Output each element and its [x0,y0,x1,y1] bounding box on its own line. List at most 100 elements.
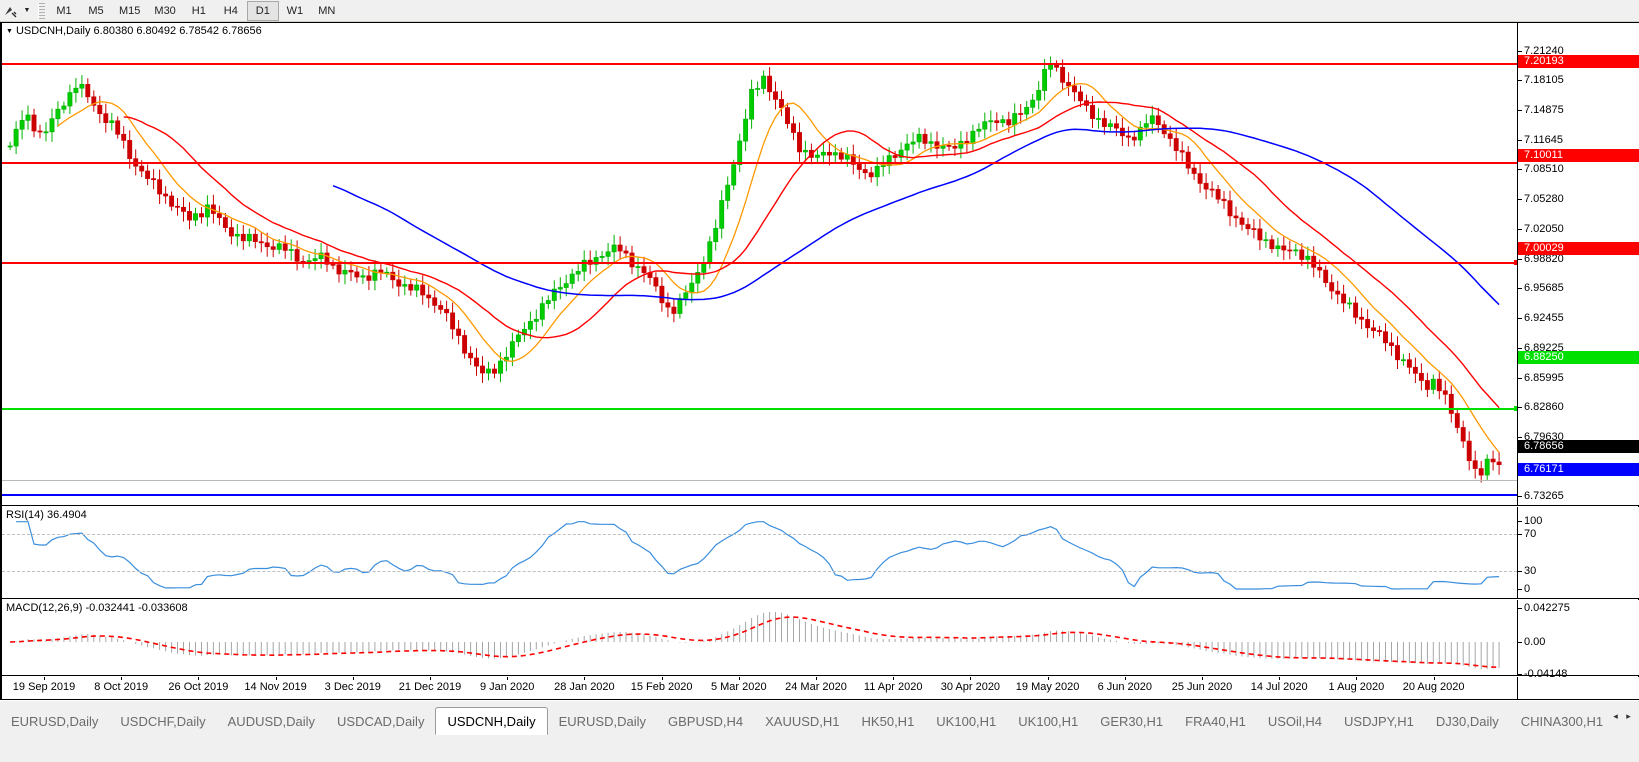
price-tag-green[interactable]: 6.88250 [1518,351,1639,364]
date-tick [816,677,817,680]
timeframe-button-m15[interactable]: M15 [119,4,141,17]
macd-tick: 0.042275 [1518,602,1639,615]
date-tick [584,677,586,680]
timeframe-button-m30[interactable]: M30 [154,4,176,17]
price-tick: 7.11645 [1518,134,1639,147]
price-tick: 6.92455 [1518,312,1639,325]
chart-tab-eurusd-daily[interactable]: EURUSD,Daily [11,713,99,729]
price-plot[interactable]: ▼ USDCNH,Daily 6.80380 6.80492 6.78542 6.… [2,23,1517,505]
cursor-crosshair-icon[interactable] [0,1,20,21]
support-line-blue[interactable] [2,494,1517,496]
date-label: 9 Jan 2020 [479,681,535,693]
chart-tab-usdchf-daily[interactable]: USDCHF,Daily [120,713,206,729]
date-tick [1202,677,1203,680]
chevron-down-icon[interactable]: ▼ [23,7,31,14]
chart-tab-china300-h1[interactable]: CHINA300,H1 [1520,713,1604,729]
price-tag-red[interactable]: 7.10011 [1518,149,1639,163]
chart-area[interactable]: ▼ USDCNH,Daily 6.80380 6.80492 6.78542 6.… [0,22,1639,700]
chart-tab-hk50-h1[interactable]: HK50,H1 [861,713,915,729]
collapse-icon[interactable]: ▼ [6,27,13,35]
date-axis-corner [1517,677,1639,699]
rsi-level-70 [2,534,1517,535]
timeframe-button-h4[interactable]: H4 [223,4,238,17]
date-label: 21 Dec 2019 [398,681,462,693]
price-tick: 6.85995 [1518,372,1639,385]
chart-tab-audusd-daily[interactable]: AUDUSD,Daily [227,713,316,729]
resistance-line-3[interactable] [2,260,1517,265]
toolbar-grip[interactable] [38,2,45,19]
tab-prev-icon[interactable]: ◂ [1613,710,1618,721]
chart-tab-strip[interactable]: EURUSD,Daily USDCHF,Daily AUDUSD,Daily USDC… [0,707,1609,735]
date-label: 19 Sep 2019 [12,681,76,693]
price-tag-black[interactable]: 6.78656 [1518,439,1639,453]
date-label: 1 Aug 2020 [1328,681,1385,693]
date-label: 20 Aug 2020 [1402,681,1465,693]
chart-tab-fra40-h1[interactable]: FRA40,H1 [1185,713,1246,729]
chart-tab-uk100-h1[interactable]: UK100,H1 [936,713,997,729]
chart-tab-gbpusd-h4[interactable]: GBPUSD,H4 [667,713,744,729]
timeframe-button-m5[interactable]: M5 [88,4,104,17]
timeframe-button-m1[interactable]: M1 [56,4,72,17]
date-label: 5 Mar 2020 [710,681,767,693]
price-tick: 6.82860 [1518,401,1639,414]
date-tick [1433,677,1435,680]
chart-tab-usdcnh-daily[interactable]: USDCNH,Daily [435,707,548,735]
macd-scale: 0.042275 0.00 -0.04148 [1517,600,1639,680]
timeframe-button-w1[interactable]: W1 [286,4,304,17]
macd-pane[interactable]: MACD(12,26,9) -0.032441 -0.033608 0.0422… [2,600,1639,680]
date-tick [661,677,663,680]
date-tick [1356,677,1358,680]
date-tick [970,677,972,680]
date-tick [738,677,740,680]
rsi-line [16,521,1500,590]
price-tick: 6.95685 [1518,282,1639,295]
price-tag-red[interactable]: 7.00029 [1518,241,1639,255]
price-tick: 6.73265 [1518,490,1639,503]
timeframe-button-h1[interactable]: H1 [191,4,206,17]
price-tick: 6.89225 [1518,342,1639,355]
date-label: 26 Oct 2019 [168,681,229,693]
date-tick [352,677,354,680]
rsi-pane[interactable]: RSI(14) 36.4904 100 70 30 0 [2,507,1639,599]
date-label: 25 Jun 2020 [1171,681,1233,693]
timeframe-button-d1[interactable]: D1 [246,0,279,21]
rsi-level-30 [2,571,1517,572]
date-label: 11 Apr 2020 [863,681,923,693]
chart-tab-ger30-h1[interactable]: GER30,H1 [1100,713,1164,729]
resistance-line-1[interactable] [2,63,1517,65]
chart-tab-bar[interactable]: EURUSD,Daily USDCHF,Daily AUDUSD,Daily USDC… [0,700,1639,762]
date-tick [1047,677,1049,680]
resistance-line-2[interactable] [2,162,1517,164]
price-tick: 7.08510 [1518,163,1639,176]
chart-tab-usoil-h4[interactable]: USOil,H4 [1267,713,1323,729]
date-tick [1279,677,1281,680]
price-scale[interactable]: 7.21240 7.18105 7.14875 7.11645 7.08510 7.052… [1517,23,1639,505]
chart-tab-uk100-h1[interactable]: UK100,H1 [1018,713,1079,729]
support-line-green[interactable] [2,406,1517,411]
price-tick: 7.14875 [1518,104,1639,117]
tab-nav[interactable]: ◂ ▸ [1609,707,1639,725]
date-tick [275,677,277,680]
date-label: 28 Jan 2020 [554,681,615,693]
chart-tab-dj30-daily[interactable]: DJ30,Daily [1435,713,1499,729]
date-label: 14 Nov 2019 [244,681,307,693]
timeframe-button-mn[interactable]: MN [318,4,336,17]
rsi-plot[interactable]: RSI(14) 36.4904 [2,507,1517,598]
rsi-tick: 30 [1518,565,1639,578]
date-label: 14 Jul 2020 [1250,681,1308,693]
price-tick: 6.98820 [1518,253,1639,266]
rsi-tick: 100 [1518,515,1639,528]
candlestick-series [7,56,1502,483]
price-tag-blue[interactable]: 6.76171 [1518,463,1639,477]
chart-tab-xauusd-h1[interactable]: XAUUSD,H1 [765,713,840,729]
date-tick [44,677,45,680]
tab-next-icon[interactable]: ▸ [1626,710,1631,721]
price-tick: 7.18105 [1518,74,1639,87]
chart-tab-eurusd-daily[interactable]: EURUSD,Daily [558,713,646,729]
price-pane[interactable]: ▼ USDCNH,Daily 6.80380 6.80492 6.78542 6.… [2,23,1639,506]
price-tag-red[interactable]: 7.20193 [1518,54,1639,68]
price-tick: 6.79630 [1518,431,1639,444]
chart-tab-usdcad-daily[interactable]: USDCAD,Daily [337,713,425,729]
macd-plot[interactable]: MACD(12,26,9) -0.032441 -0.033608 [2,600,1517,675]
chart-tab-usdjpy-h1[interactable]: USDJPY,H1 [1344,713,1414,729]
